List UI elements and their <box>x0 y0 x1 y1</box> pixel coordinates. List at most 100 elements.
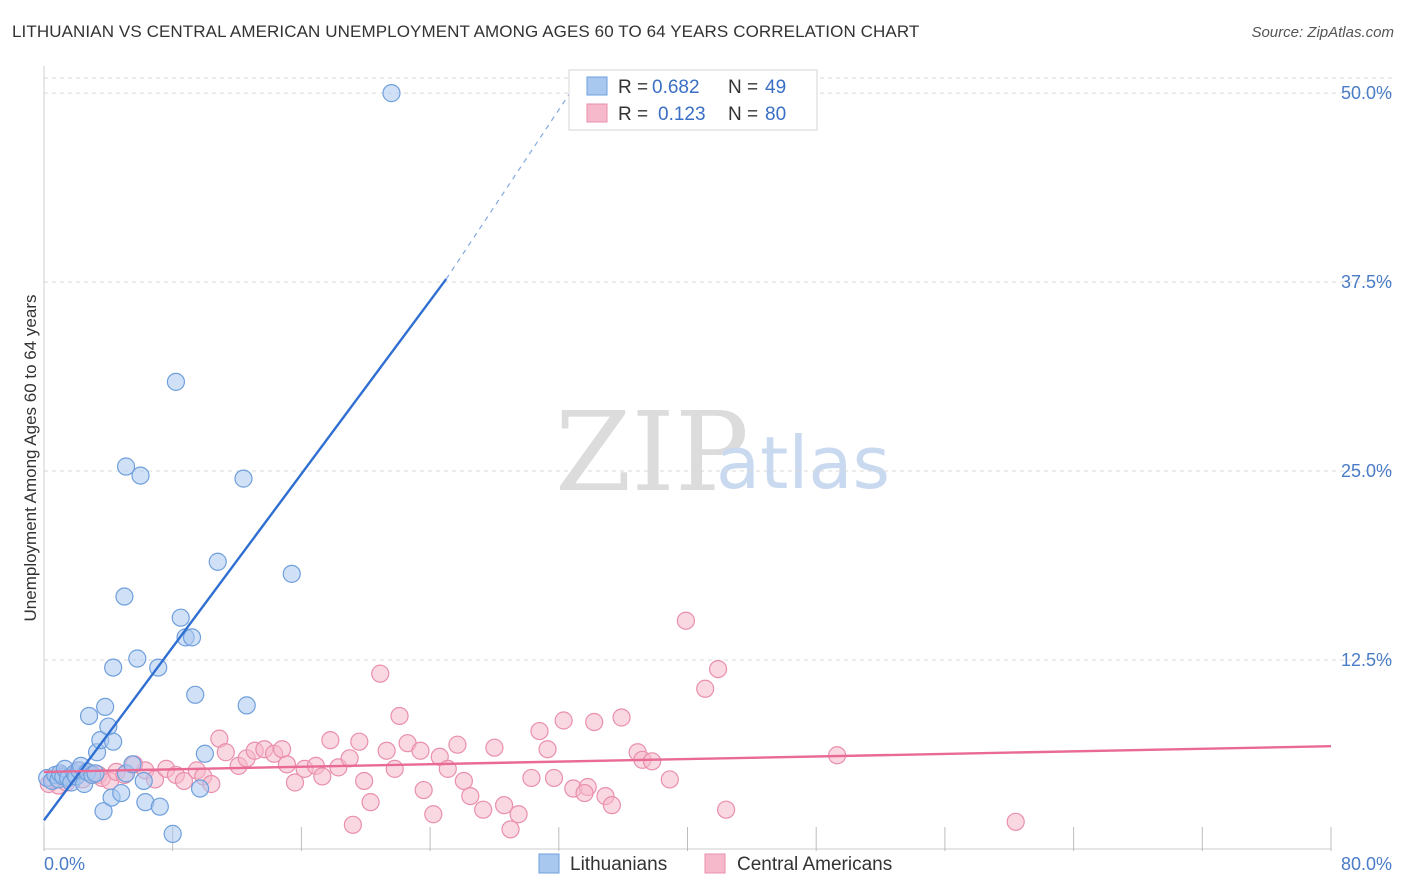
bottom-legend-central-americans: Central Americans <box>737 854 892 875</box>
data-point <box>343 815 362 834</box>
data-point <box>321 731 340 750</box>
data-point <box>424 805 443 824</box>
legend-r-label-lithuanians: R = <box>618 77 648 98</box>
data-point <box>79 706 99 726</box>
legend-n-value-central-americans: 80 <box>765 104 786 125</box>
axes <box>43 66 1332 851</box>
data-point <box>361 793 380 812</box>
data-point <box>522 768 541 788</box>
data-point <box>134 771 153 791</box>
data-point <box>116 457 136 476</box>
data-point <box>454 771 473 791</box>
data-point <box>115 587 134 606</box>
data-point <box>696 679 715 698</box>
data-point <box>676 611 695 630</box>
data-point <box>530 721 549 741</box>
data-point <box>377 741 396 760</box>
data-point <box>190 779 210 798</box>
data-point <box>104 658 123 677</box>
watermark-atlas: atlas <box>716 421 890 505</box>
data-point <box>112 783 131 803</box>
grid <box>44 77 1392 661</box>
data-point <box>544 768 564 788</box>
data-point <box>414 780 433 800</box>
data-point <box>461 786 480 806</box>
data-point <box>208 552 227 571</box>
lithuanians-regression-extension <box>445 85 576 280</box>
data-point <box>554 711 573 730</box>
data-point <box>340 749 359 768</box>
data-point <box>237 696 256 715</box>
legend-swatch-central-americans <box>586 103 608 123</box>
watermark-zip: ZIP <box>555 388 749 516</box>
data-point <box>717 800 736 819</box>
data-point <box>285 773 305 792</box>
data-point <box>166 372 186 391</box>
data-point <box>495 796 514 815</box>
data-point <box>195 744 214 763</box>
data-point <box>350 732 369 751</box>
data-point <box>612 708 631 727</box>
data-point <box>150 797 169 816</box>
series-legend: Lithuanians Central Americans <box>538 853 892 875</box>
legend-n-value-lithuanians: 49 <box>765 77 786 98</box>
bottom-legend-swatch-central-americans <box>704 853 726 874</box>
regression-lines <box>43 85 1332 821</box>
bottom-legend-lithuanians: Lithuanians <box>570 854 667 875</box>
legend-r-value-central-americans: 0.123 <box>658 104 706 125</box>
data-point <box>660 770 679 789</box>
legend-r-label-central-americans: R = <box>618 104 648 125</box>
data-point <box>602 796 621 815</box>
legend-n-label-central-americans: N = <box>728 104 758 125</box>
data-point <box>104 732 123 751</box>
data-point <box>272 740 292 759</box>
data-point <box>234 469 253 488</box>
stats-legend: R = 0.682 N = 49 R = 0.123 N = 80 <box>568 69 818 131</box>
data-point <box>501 820 520 839</box>
data-point <box>411 741 430 760</box>
y-tick-label: 37.5% <box>1341 272 1392 292</box>
data-point <box>448 735 467 754</box>
data-point <box>355 771 374 791</box>
data-point <box>708 659 728 679</box>
data-point <box>171 608 190 627</box>
data-point <box>643 752 662 771</box>
data-point <box>538 740 557 759</box>
data-point <box>390 706 409 726</box>
y-tick-label: 25.0% <box>1341 461 1392 481</box>
data-point <box>282 564 301 583</box>
data-point <box>96 697 115 716</box>
data-point <box>163 824 182 843</box>
data-point <box>509 805 528 824</box>
data-point <box>385 759 404 778</box>
data-point <box>186 685 205 704</box>
data-point <box>371 664 390 683</box>
legend-n-label-lithuanians: N = <box>728 77 758 98</box>
data-point <box>128 649 147 668</box>
data-point <box>86 764 105 783</box>
y-tick-label: 12.5% <box>1341 650 1392 670</box>
data-point <box>382 84 401 103</box>
data-point <box>313 767 332 786</box>
page-title: LITHUANIAN VS CENTRAL AMERICAN UNEMPLOYM… <box>12 22 920 41</box>
data-point <box>485 738 504 757</box>
data-point <box>585 712 604 732</box>
data-point <box>474 800 493 819</box>
data-point <box>277 755 297 774</box>
source-label: Source: ZipAtlas.com <box>1251 24 1394 41</box>
data-point <box>123 755 142 774</box>
data-point <box>94 802 113 821</box>
x-tick-label-min: 0.0% <box>44 854 85 874</box>
lithuanians-series <box>38 84 401 843</box>
legend-r-value-lithuanians: 0.682 <box>652 77 700 98</box>
y-tick-labels: 12.5% 25.0% 37.5% 50.0% <box>1341 83 1392 670</box>
data-point <box>1006 812 1025 831</box>
lithuanians-regression-line <box>43 278 448 821</box>
data-point <box>182 628 202 647</box>
data-point <box>575 783 594 803</box>
central-americans-regression-line <box>43 745 1332 774</box>
legend-swatch-lithuanians <box>586 76 608 96</box>
data-point <box>131 466 150 485</box>
watermark: ZIP atlas <box>555 388 890 516</box>
